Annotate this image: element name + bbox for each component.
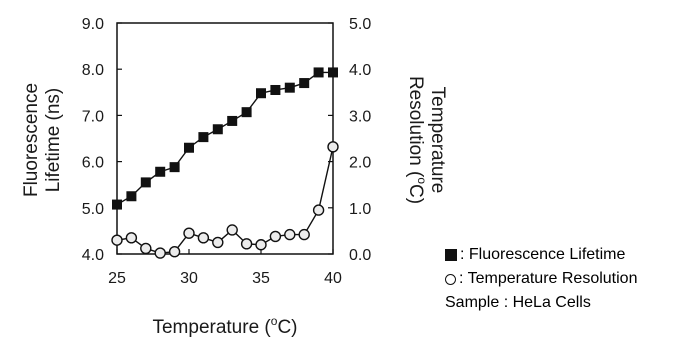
lifetime-point	[299, 78, 310, 89]
lifetime-point	[313, 67, 324, 78]
right-axis-label-line2: Resolution (oC)	[405, 76, 429, 204]
lifetime-point	[256, 88, 266, 99]
resolution-point	[111, 234, 123, 246]
resolution-point	[125, 232, 138, 244]
lifetime-point	[155, 166, 166, 177]
lifetime-point	[284, 82, 295, 93]
resolution-point	[255, 239, 267, 251]
x-tick-label: 30	[180, 270, 198, 287]
series-lines	[116, 71, 334, 254]
resolution-point	[212, 236, 224, 249]
lifetime-series-line	[116, 71, 333, 206]
left-axis-ticks: 4.0 5.0 6.0 7.0 8.0 9.0	[82, 16, 122, 264]
legend-resolution-label: : Temperature Resolution	[459, 270, 638, 287]
left-axis-label-line1: Fluorescence	[21, 83, 42, 197]
lifetime-point	[227, 115, 238, 126]
left-tick-label: 9.0	[82, 16, 104, 33]
resolution-point	[240, 238, 253, 250]
left-tick-label: 8.0	[82, 62, 104, 79]
legend-item-sample: Sample : HeLa Cells	[445, 291, 637, 315]
series-marks	[111, 67, 339, 259]
legend-item-resolution: : Temperature Resolution	[445, 267, 637, 291]
resolution-point	[154, 247, 166, 259]
left-tick-label: 4.0	[82, 247, 104, 264]
resolution-point	[140, 242, 152, 255]
lifetime-point	[140, 177, 151, 188]
lifetime-point	[169, 162, 180, 173]
left-tick-label: 7.0	[82, 108, 104, 125]
right-axis-ticks: 0.0 1.0 2.0 3.0 4.0 5.0	[328, 16, 371, 264]
x-axis-label: Temperature (oC)	[152, 314, 297, 338]
left-tick-label: 6.0	[82, 155, 104, 172]
resolution-point	[168, 245, 181, 258]
x-tick-label: 40	[324, 270, 342, 287]
plot-frame	[116, 22, 334, 255]
right-tick-label: 5.0	[349, 16, 371, 33]
lifetime-point	[328, 67, 338, 78]
legend-item-lifetime: : Fluorescence Lifetime	[445, 243, 637, 267]
legend-lifetime-label: : Fluorescence Lifetime	[460, 246, 626, 263]
lifetime-point	[212, 124, 223, 135]
resolution-point	[269, 230, 282, 243]
legend: : Fluorescence Lifetime : Temperature Re…	[445, 243, 637, 315]
left-axis-label-line2: Lifetime (ns)	[43, 88, 64, 193]
right-tick-label: 4.0	[349, 62, 371, 79]
lifetime-point	[270, 84, 281, 95]
resolution-point	[312, 204, 325, 216]
lifetime-point	[198, 132, 209, 143]
x-axis-ticks: 25 30 35 40	[108, 249, 342, 287]
resolution-series-line	[116, 146, 334, 254]
lifetime-point	[126, 191, 137, 202]
right-tick-label: 2.0	[349, 155, 371, 172]
resolution-point	[226, 224, 238, 236]
x-tick-label: 25	[108, 270, 126, 287]
legend-sample-label: Sample : HeLa Cells	[445, 294, 591, 311]
left-tick-label: 5.0	[82, 201, 104, 218]
lifetime-point	[184, 142, 194, 153]
resolution-point	[197, 232, 210, 244]
lifetime-point	[241, 107, 252, 118]
right-tick-label: 0.0	[349, 247, 371, 264]
right-axis-label-line1: Temperature	[427, 87, 448, 194]
right-tick-label: 1.0	[349, 201, 371, 218]
resolution-point	[298, 228, 310, 241]
lifetime-point	[112, 199, 122, 210]
x-tick-label: 35	[252, 270, 270, 287]
filled-square-icon	[445, 249, 457, 261]
open-circle-icon	[445, 273, 456, 285]
resolution-point	[183, 227, 195, 239]
right-tick-label: 3.0	[349, 108, 371, 125]
resolution-point	[327, 141, 339, 153]
resolution-point	[284, 228, 296, 241]
